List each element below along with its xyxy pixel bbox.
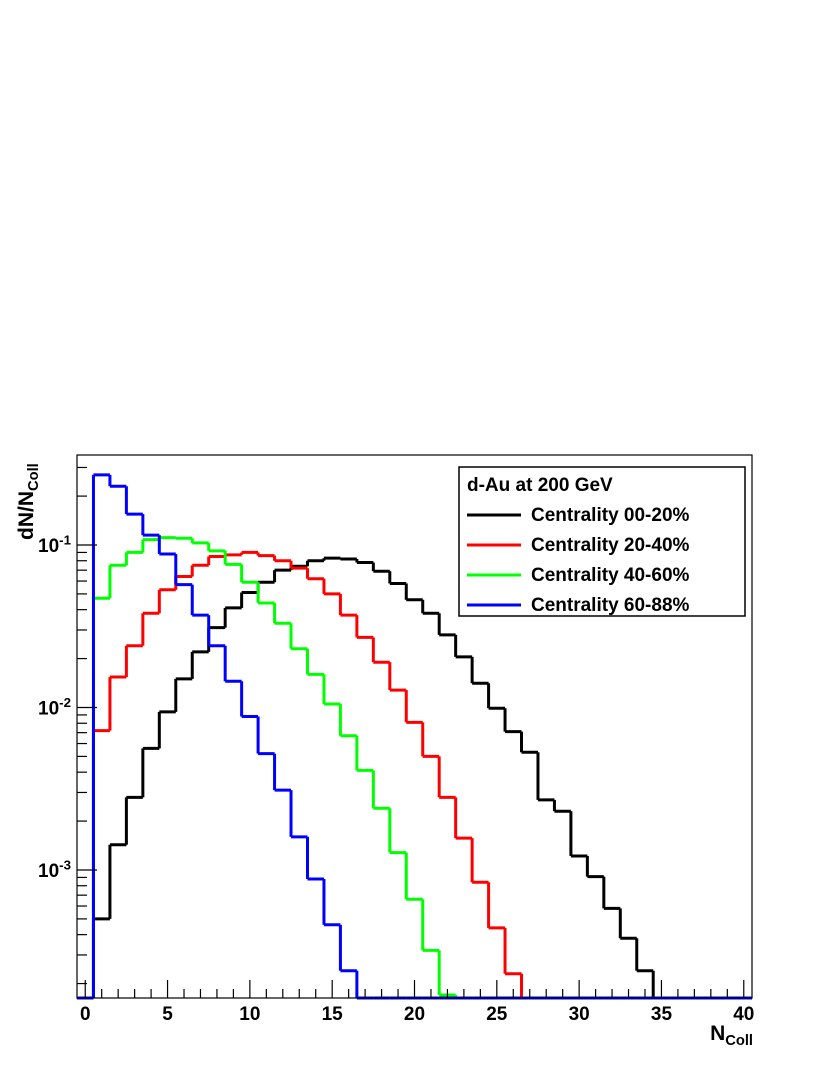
y-tick-label: 10-3 — [38, 858, 71, 882]
legend-label: Centrality 40-60% — [531, 565, 690, 586]
legend-label: Centrality 60-88% — [531, 595, 690, 616]
legend: d-Au at 200 GeV Centrality 00-20% Centrali… — [458, 466, 746, 617]
y-axis-label: dN/NColl — [15, 463, 42, 540]
y-tick-label: 10-1 — [38, 533, 72, 557]
legend-label: Centrality 20-40% — [531, 535, 690, 556]
x-tick-label: 25 — [486, 1004, 508, 1025]
legend-label: Centrality 00-20% — [531, 505, 690, 526]
x-tick-label: 0 — [80, 1004, 91, 1025]
x-tick-label: 20 — [404, 1004, 425, 1025]
x-axis-label: NColl — [710, 1022, 753, 1049]
x-tick-label: 30 — [569, 1004, 590, 1025]
legend-title: d-Au at 200 GeV — [467, 475, 613, 496]
x-tick-label: 5 — [162, 1004, 173, 1025]
x-tick-label: 15 — [322, 1004, 344, 1025]
axes: 0 5 10 15 20 25 30 35 40 10-3 10-2 10-1 — [38, 454, 754, 1025]
x-tick-label: 10 — [239, 1004, 260, 1025]
legend-box — [458, 466, 746, 617]
y-tick-label: 10-2 — [38, 695, 71, 719]
x-tick-label: 40 — [733, 1004, 754, 1025]
x-tick-label: 35 — [651, 1004, 673, 1025]
